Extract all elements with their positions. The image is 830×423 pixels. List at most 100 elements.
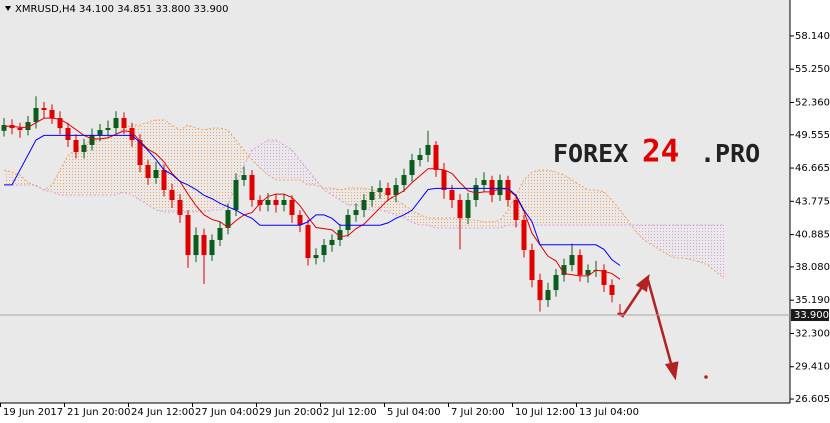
candle-body: [337, 230, 343, 240]
candle-body: [433, 144, 439, 170]
cloud-fill: [124, 125, 132, 196]
candle-body: [281, 200, 287, 205]
cloud-fill: [308, 169, 316, 186]
candle-body: [545, 290, 551, 301]
cloud-fill: [524, 172, 532, 225]
cloud-fill: [612, 200, 620, 225]
candle-body: [321, 245, 327, 256]
cloud-fill: [204, 128, 212, 212]
watermark: FOREX 24 .PRO: [553, 134, 760, 170]
cloud-fill: [252, 144, 260, 168]
watermark-text: .PRO: [700, 139, 760, 168]
cloud-fill: [92, 140, 100, 196]
cloud-fill: [196, 128, 204, 212]
cloud-fill: [636, 224, 644, 240]
cloud-fill: [476, 220, 484, 228]
candle-body: [265, 200, 271, 205]
cloud-fill: [660, 224, 668, 256]
candle-body: [17, 128, 23, 130]
candle-body: [241, 175, 247, 180]
candle-body: [345, 214, 351, 231]
cloud-fill: [684, 224, 692, 260]
candle-body: [137, 140, 143, 165]
x-tick-label: 19 Jun 2017: [3, 407, 63, 418]
cloud-fill: [236, 140, 244, 186]
cloud-fill: [332, 188, 340, 201]
x-tick-label: 5 Jul 04:00: [387, 407, 441, 418]
candle-body: [153, 169, 159, 179]
candle-body: [289, 200, 295, 215]
cloud-fill: [548, 169, 556, 225]
cloud-fill: [604, 191, 612, 225]
candle-body: [185, 214, 191, 256]
watermark-text: FOREX: [553, 139, 628, 168]
cloud-fill: [708, 224, 716, 272]
cloud-fill: [284, 144, 292, 180]
candle-body: [25, 122, 31, 130]
cloud-fill: [716, 224, 724, 278]
candle-body: [601, 270, 607, 285]
arrow-head: [664, 361, 679, 381]
candle-body: [161, 169, 167, 190]
price-tag-label: 33.900: [794, 310, 829, 321]
cloud-fill: [52, 169, 60, 196]
cloud-fill: [396, 200, 404, 218]
candle-body: [401, 175, 407, 186]
cloud-fill: [564, 175, 572, 225]
y-tick-label: 32.300: [795, 328, 830, 339]
candle-body: [73, 140, 79, 152]
candle-body: [233, 179, 239, 211]
cloud-fill: [628, 220, 636, 233]
cloud-fill: [212, 128, 220, 211]
cloud-fill: [388, 195, 396, 215]
x-tick-label: 13 Jul 04:00: [579, 407, 639, 418]
cloud-fill: [556, 172, 564, 225]
cloud-fill: [292, 150, 300, 180]
cloud-fill: [68, 150, 76, 196]
candle-body: [385, 188, 391, 196]
candle-body: [81, 144, 87, 152]
candle-body: [457, 200, 463, 218]
candle-body: [113, 118, 119, 129]
cloud-fill: [100, 138, 108, 196]
cloud-fill: [108, 134, 116, 196]
y-tick-label: 55.250: [795, 64, 830, 75]
cloud-fill: [116, 128, 124, 196]
candle-body: [441, 169, 447, 190]
cloud-fill: [76, 144, 84, 196]
candle-body: [353, 210, 359, 215]
y-tick-label: 58.140: [795, 31, 830, 42]
candle-body: [521, 220, 527, 250]
x-tick-label: 29 Jun 20:00: [259, 407, 323, 418]
cloud-fill: [188, 125, 196, 212]
candle-body: [553, 274, 559, 291]
candle-body: [481, 179, 487, 186]
candle-body: [225, 210, 231, 228]
x-tick-label: 21 Jun 20:00: [67, 407, 131, 418]
arrow-head: [635, 274, 650, 293]
cloud-fill: [532, 169, 540, 225]
title-group: XMRUSD,H4 34.100 34.851 33.800 33.900: [5, 4, 229, 15]
y-tick-label: 26.605: [795, 394, 830, 405]
candle-body: [377, 188, 383, 192]
cloud-fill: [220, 128, 228, 211]
cloud-fill: [148, 119, 156, 211]
cloud-fill: [588, 189, 596, 225]
candle-body: [529, 249, 535, 281]
candle-body: [169, 189, 175, 201]
cloud-fill: [84, 140, 92, 196]
x-tick-label: 2 Jul 12:00: [323, 407, 377, 418]
cloud-fill: [484, 221, 492, 228]
cloud-fill: [620, 210, 628, 225]
arrow-line: [646, 279, 674, 368]
candle-body: [425, 144, 431, 155]
candle-body: [49, 109, 55, 119]
price-tag: [791, 309, 829, 322]
watermark-text: 24: [642, 134, 679, 170]
candle-body: [393, 185, 399, 196]
candle-body: [121, 118, 127, 129]
candle-body: [561, 265, 567, 275]
cloud-fill: [700, 224, 708, 266]
